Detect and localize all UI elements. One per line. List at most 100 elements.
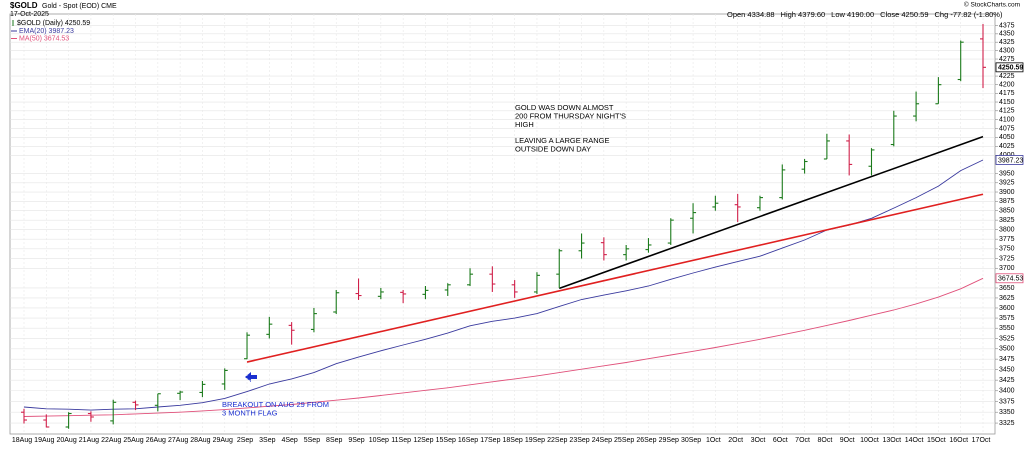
x-tick-label: 15Oct [927,437,946,444]
y-tick-label: 4075 [999,125,1015,132]
plot-frame [9,13,996,435]
y-tick-label: 3400 [999,388,1015,395]
y-tick-label: 3925 [999,180,1015,187]
x-tick-label: 8Sep [326,437,342,444]
x-tick-label: 20Aug [56,437,76,444]
x-tick-label: 9Sep [348,437,364,444]
y-tick-label: 4200 [999,82,1015,89]
source: © StockCharts.com [964,1,1020,9]
y-tick-label: 3750 [999,246,1015,253]
x-tick-label: 25Aug [123,437,143,444]
x-tick-label: 15Sep [436,437,456,444]
y-tick-label: 3725 [999,255,1015,262]
x-tick-label: 22Aug [101,437,121,444]
x-tick-label: 13Oct [882,437,901,444]
x-tick-label: 18Aug [12,437,32,444]
chart-title: $GOLD [10,1,38,10]
x-tick-label: 26Aug [146,437,166,444]
legend-entry: $GOLD (Daily) 4250.59 [17,20,90,27]
quote: Close 4250.59 [880,10,928,19]
x-tick-label: 1Oct [706,437,721,444]
x-tick-label: 29Aug [213,437,233,444]
y-tick-label: 4125 [999,108,1015,115]
y-tick-label: 4050 [999,134,1015,141]
legend-entry: MA(50) 3674.53 [19,35,69,42]
annotation: GOLD WAS DOWN ALMOST [515,103,614,112]
chart-date: 17-Oct-2025 [10,11,49,18]
x-tick-label: 22Sep [547,437,567,444]
x-tick-label: 11Sep [391,437,411,444]
x-tick-label: 10Oct [860,437,879,444]
legend-entry: EMA(20) 3987.23 [19,28,74,35]
value-badge [995,273,1024,284]
y-tick-label: 3775 [999,236,1015,243]
value-badge [995,155,1024,165]
value-badge-label: 4250.59 [998,65,1023,72]
x-tick-label: 7Oct [795,437,810,444]
y-tick-label: 3475 [999,356,1015,363]
y-tick-label: 3900 [999,189,1015,196]
y-tick-label: 3825 [999,217,1015,224]
y-tick-label: 3625 [999,295,1015,302]
chart-subtitle: Gold - Spot (EOD) CME [42,3,117,10]
y-tick-label: 3850 [999,208,1015,215]
y-tick-label: 3875 [999,198,1015,205]
y-tick-label: 4175 [999,90,1015,97]
y-tick-label: 3375 [999,398,1015,405]
y-tick-label: 3800 [999,226,1015,233]
value-badge [995,62,1024,73]
x-tick-label: 19Aug [34,437,54,444]
x-tick-label: 3Oct [751,437,766,444]
trend-line [246,193,984,363]
x-tick-label: 2Oct [728,437,743,444]
y-tick-label: 3700 [999,265,1015,272]
y-tick-label: 3650 [999,285,1015,292]
x-tick-label: 17Oct [972,437,991,444]
x-tick-label: 21Aug [79,437,99,444]
x-tick-label: 10Sep [369,437,389,444]
y-tick-label: 4275 [999,56,1015,63]
y-tick-label: 3450 [999,366,1015,373]
x-tick-label: 25Sep [614,437,634,444]
y-tick-label: 3500 [999,346,1015,353]
x-tick-label: 29Sep [659,437,679,444]
x-tick-label: 6Oct [773,437,788,444]
arrow [245,372,257,382]
x-tick-label: 12Sep [413,437,433,444]
trend-line [558,135,984,290]
annotation: 200 FROM THURSDAY NIGHT'S [515,111,626,120]
y-tick-label: 3325 [999,420,1015,427]
quote: Open 4334.88 [727,10,775,19]
value-badge-label: 3987.23 [998,157,1023,164]
y-tick-label: 4300 [999,47,1015,54]
y-tick-label: 4375 [999,22,1015,29]
annotation: LEAVING A LARGE RANGE [515,136,609,145]
y-tick-label: 3350 [999,409,1015,416]
y-tick-label: 4150 [999,99,1015,106]
x-tick-label: 17Sep [480,437,500,444]
x-tick-label: 3Sep [259,437,275,444]
annotation: 3 MONTH FLAG [222,408,278,417]
annotation: HIGH [515,120,534,129]
quote: Chg -77.82 (-1.80%) [935,10,1003,19]
value-badge-label: 3674.53 [998,276,1023,283]
y-tick-label: 3575 [999,315,1015,322]
annotation: OUTSIDE DOWN DAY [515,144,591,153]
x-tick-label: 26Sep [636,437,656,444]
x-tick-label: 14Oct [905,437,924,444]
y-tick-label: 3525 [999,335,1015,342]
y-tick-label: 3600 [999,305,1015,312]
quote: Low 4190.00 [831,10,874,19]
x-tick-label: 23Sep [569,437,589,444]
x-tick-label: 30Sep [681,437,701,444]
quote: High 4379.60 [781,10,826,19]
x-tick-label: 16Sep [458,437,478,444]
y-tick-label: 3425 [999,377,1015,384]
x-tick-label: 18Sep [503,437,523,444]
x-tick-label: 5Sep [304,437,320,444]
y-tick-label: 3950 [999,170,1015,177]
indicator-line [23,159,984,411]
x-tick-label: 8Oct [817,437,832,444]
